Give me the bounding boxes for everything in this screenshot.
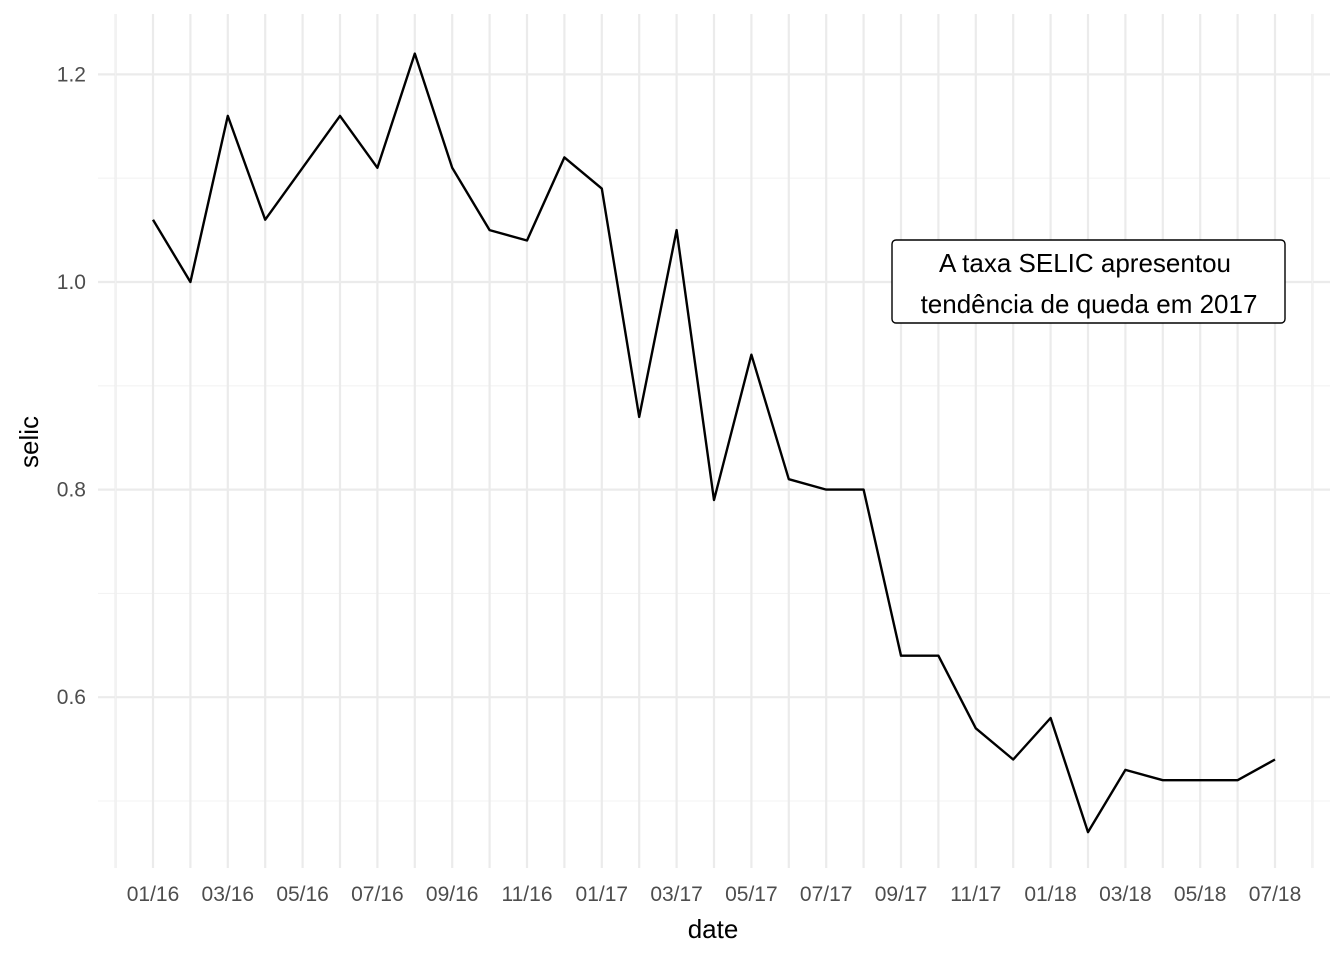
y-axis-title: selic (14, 416, 44, 468)
x-tick-label: 05/17 (725, 883, 778, 906)
x-tick-label: 07/18 (1249, 883, 1302, 906)
x-axis-tick-labels: 01/16 03/16 05/16 07/16 09/16 11/16 01/17 03/17… (127, 883, 1302, 906)
x-tick-label: 07/17 (800, 883, 853, 906)
x-tick-label: 05/18 (1174, 883, 1227, 906)
y-tick-label: 1.2 (57, 63, 86, 86)
x-tick-label: 07/16 (351, 883, 404, 906)
grid (98, 14, 1330, 868)
annotation-label: A taxa SELIC apresentou tendência de que… (891, 239, 1286, 324)
x-tick-label: 05/16 (276, 883, 329, 906)
y-axis-tick-labels: 0.6 0.8 1.0 1.2 (57, 63, 86, 709)
selic-series-line (151, 52, 1276, 834)
x-tick-label: 11/17 (950, 883, 1001, 906)
x-axis-title: date (688, 914, 739, 944)
x-tick-label: 09/17 (875, 883, 928, 906)
series-layer (151, 52, 1276, 834)
annotation-line-1: A taxa SELIC apresentou (939, 248, 1231, 278)
y-tick-label: 1.0 (57, 271, 86, 294)
x-tick-label: 03/17 (650, 883, 703, 906)
x-tick-label: 11/16 (502, 883, 553, 906)
annotation-box (891, 239, 1286, 324)
x-tick-label: 01/17 (576, 883, 629, 906)
x-tick-label: 01/18 (1024, 883, 1077, 906)
y-tick-label: 0.8 (57, 479, 86, 502)
x-tick-label: 09/16 (426, 883, 479, 906)
x-tick-label: 01/16 (127, 883, 180, 906)
x-tick-label: 03/18 (1099, 883, 1152, 906)
x-tick-label: 03/16 (202, 883, 255, 906)
y-tick-label: 0.6 (57, 686, 86, 709)
annotation-line-2: tendência de queda em 2017 (921, 289, 1258, 319)
